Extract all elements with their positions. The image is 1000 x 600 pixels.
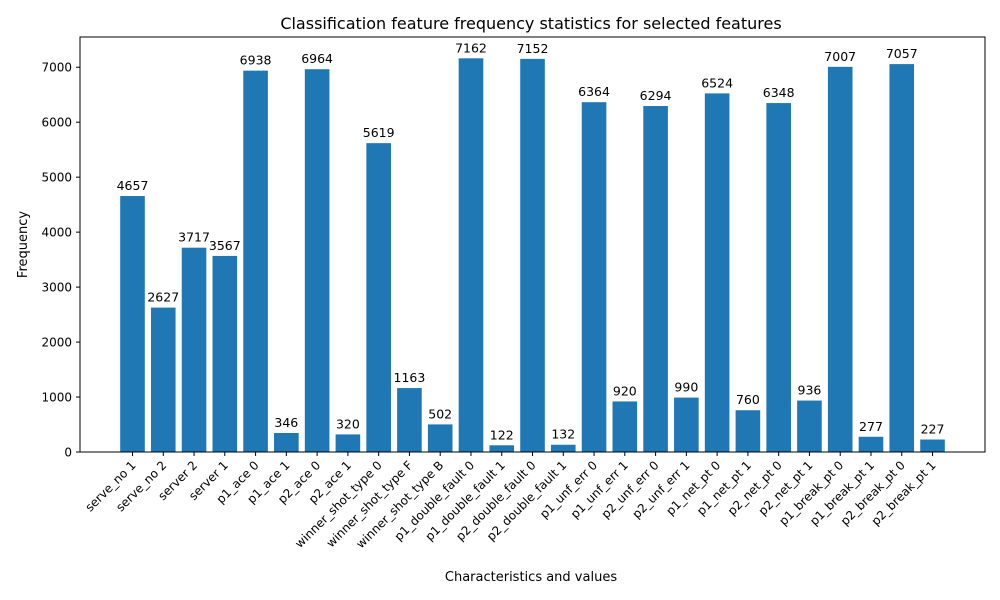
bar-1	[150, 307, 176, 452]
bar-23	[827, 66, 853, 452]
value-label-23: 7007	[824, 49, 856, 64]
bars-group	[120, 58, 945, 453]
y-tick-label-2: 2000	[41, 336, 72, 350]
y-axis-title: Frequency	[16, 211, 31, 278]
bar-12	[489, 445, 515, 452]
value-label-4: 6938	[240, 53, 272, 68]
value-label-18: 990	[674, 380, 698, 395]
value-label-24: 277	[859, 419, 883, 434]
y-tick-label-4: 4000	[41, 226, 72, 240]
bar-19	[704, 93, 730, 453]
bar-3	[212, 255, 238, 452]
value-label-22: 936	[798, 383, 822, 398]
bar-4	[243, 70, 268, 452]
value-label-19: 6524	[701, 75, 733, 90]
value-label-3: 3567	[209, 238, 241, 253]
value-label-14: 132	[551, 427, 575, 442]
bar-5	[274, 432, 299, 452]
y-tick-label-0: 0	[64, 446, 72, 460]
bar-11	[458, 58, 484, 452]
bar-10	[427, 424, 453, 452]
bar-17	[643, 106, 668, 452]
value-label-10: 502	[428, 406, 452, 421]
bar-15	[581, 102, 607, 452]
value-label-13: 7152	[517, 41, 549, 56]
value-label-0: 4657	[117, 178, 149, 193]
bar-9	[397, 388, 422, 452]
bar-20	[735, 410, 761, 452]
value-label-21: 6348	[763, 85, 795, 100]
value-label-20: 760	[736, 392, 760, 407]
value-label-12: 122	[490, 427, 514, 442]
value-label-26: 227	[921, 422, 945, 437]
y-tick-label-1: 1000	[41, 391, 72, 405]
bar-13	[520, 58, 545, 452]
value-label-6: 6964	[301, 51, 333, 66]
value-label-2: 3717	[178, 230, 210, 245]
y-tick-label-5: 5000	[41, 171, 72, 185]
y-tick-label-6: 6000	[41, 116, 72, 130]
y-tick-label-7: 7000	[41, 61, 72, 75]
plot-frame	[79, 36, 986, 453]
value-label-15: 6364	[578, 84, 610, 99]
bar-26	[920, 439, 945, 452]
y-tick-label-3: 3000	[41, 281, 72, 295]
bar-0	[120, 196, 145, 452]
value-label-9: 1163	[394, 370, 426, 385]
bar-7	[335, 434, 361, 452]
bar-8	[366, 143, 391, 452]
value-label-17: 6294	[640, 88, 672, 103]
bar-22	[797, 400, 822, 452]
value-label-5: 346	[274, 415, 298, 430]
bar-21	[766, 103, 791, 452]
bar-14	[550, 444, 576, 452]
bar-24	[858, 436, 884, 452]
value-label-25: 7057	[886, 46, 918, 61]
bar-18	[674, 397, 699, 452]
value-label-11: 7162	[455, 40, 487, 55]
y-axis: 0 1000 2000 3000 4000 5000 6000 7000	[41, 61, 80, 460]
value-label-7: 320	[336, 416, 360, 431]
value-label-16: 920	[613, 383, 637, 398]
bar-6	[304, 69, 330, 453]
x-axis-title: Characteristics and values	[445, 570, 617, 585]
value-label-1: 2627	[147, 290, 179, 305]
bar-16	[612, 401, 638, 452]
chart-title: Classification feature frequency statist…	[280, 14, 781, 33]
value-label-8: 5619	[363, 125, 395, 140]
bar-2	[181, 247, 207, 452]
bar-25	[889, 64, 915, 452]
